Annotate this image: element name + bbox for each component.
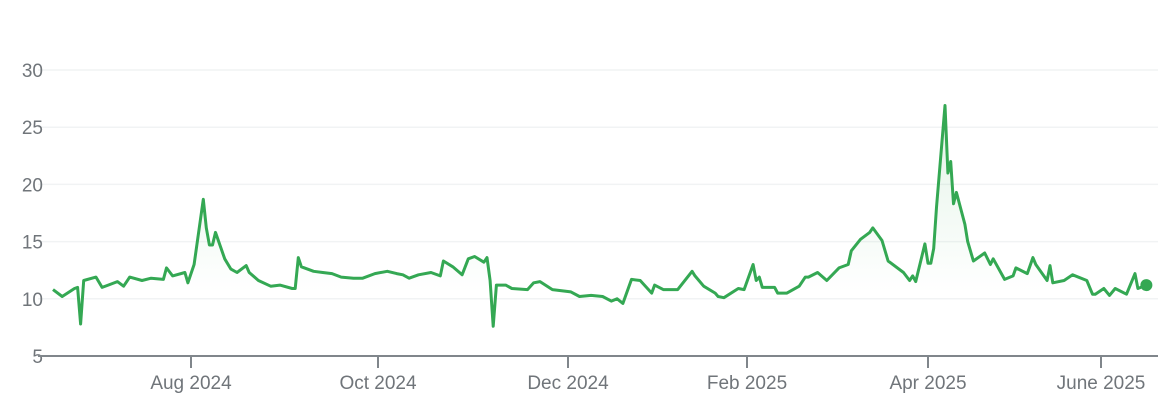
y-tick-label: 15	[22, 233, 43, 254]
y-axis-labels: 5 10 15 20 25 30	[22, 61, 43, 368]
y-tick-label: 30	[22, 61, 43, 82]
x-tick-label: Oct 2024	[339, 373, 417, 394]
x-tick-label: Feb 2025	[707, 373, 787, 394]
current-value-dot[interactable]	[1140, 279, 1153, 292]
x-tick-label: June 2025	[1057, 373, 1146, 394]
x-tick-label: Apr 2025	[889, 373, 966, 394]
y-tick-label: 20	[22, 175, 43, 196]
data-points	[52, 105, 1147, 327]
x-tick-label: Dec 2024	[527, 373, 609, 394]
area-fill	[53, 105, 1147, 356]
x-axis: Aug 2024 Oct 2024 Dec 2024 Feb 2025 Apr 2025…	[38, 355, 1158, 394]
y-tick-label: 25	[22, 118, 43, 139]
y-tick-label: 5	[32, 347, 43, 368]
x-tick-label: Aug 2024	[150, 373, 232, 394]
y-tick-label: 10	[22, 290, 43, 311]
